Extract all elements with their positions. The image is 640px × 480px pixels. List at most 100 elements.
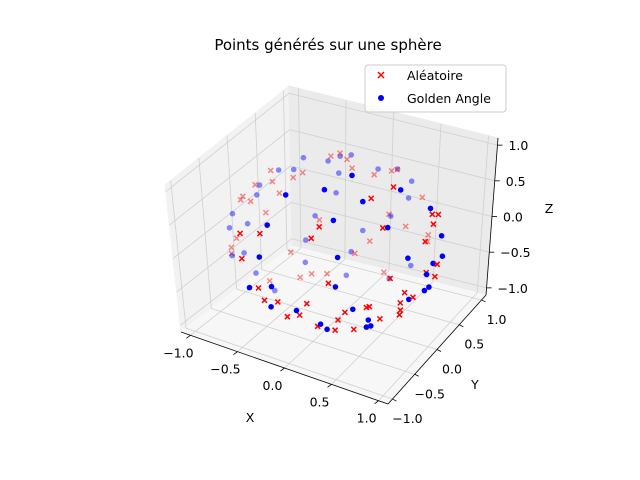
golden-point-13 bbox=[384, 224, 391, 231]
golden-point-5 bbox=[360, 198, 366, 205]
x-tick-label-4: 1.0 bbox=[357, 411, 377, 426]
random-point-43 bbox=[316, 223, 323, 230]
golden-point-54 bbox=[302, 259, 309, 266]
random-point-50 bbox=[276, 190, 283, 197]
golden-point-51 bbox=[348, 248, 355, 255]
random-point-46 bbox=[351, 250, 358, 257]
random-point-63 bbox=[239, 193, 246, 200]
random-point-28 bbox=[316, 216, 323, 223]
random-point-37 bbox=[434, 261, 441, 268]
golden-point-20 bbox=[229, 210, 236, 217]
random-point-61 bbox=[266, 277, 273, 284]
grid-line-y-floor-1 bbox=[211, 308, 415, 375]
random-point-29 bbox=[431, 273, 438, 280]
random-point-6 bbox=[252, 181, 259, 188]
golden-point-41 bbox=[241, 250, 247, 256]
golden-point-57 bbox=[272, 287, 278, 294]
random-point-30 bbox=[337, 150, 344, 157]
random-point-4 bbox=[385, 211, 393, 218]
golden-point-15 bbox=[264, 222, 271, 228]
z-tick-label-2: 0.0 bbox=[503, 210, 523, 225]
golden-point-36 bbox=[229, 252, 235, 259]
z-tick-label-1: −0.5 bbox=[500, 245, 530, 260]
golden-point-42 bbox=[365, 317, 372, 323]
random-point-62 bbox=[390, 183, 397, 191]
random-point-60 bbox=[303, 300, 310, 307]
random-point-44 bbox=[247, 198, 254, 205]
legend-label-golden: Golden Angle bbox=[407, 91, 491, 106]
random-point-2 bbox=[430, 221, 437, 228]
grid-line-z-right-3 bbox=[289, 129, 495, 182]
z-tick-label-3: 0.5 bbox=[506, 174, 526, 189]
golden-point-53 bbox=[406, 296, 412, 303]
random-point-23 bbox=[332, 327, 339, 334]
golden-point-34 bbox=[350, 306, 356, 313]
random-point-13 bbox=[368, 195, 375, 202]
grid-line-y-floor-0 bbox=[185, 327, 393, 400]
random-point-0 bbox=[308, 235, 315, 242]
grid-line-z-left-1 bbox=[176, 202, 292, 293]
random-point-35 bbox=[379, 224, 386, 232]
random-point-55 bbox=[228, 244, 235, 251]
random-point-59 bbox=[327, 153, 334, 160]
x-tick-mark-0 bbox=[186, 334, 191, 339]
x-tick-mark-2 bbox=[280, 367, 285, 372]
random-point-34 bbox=[261, 297, 268, 304]
grid-line-z-left-4 bbox=[165, 92, 290, 192]
golden-point-8 bbox=[397, 187, 404, 193]
x-tick-label-3: 0.5 bbox=[310, 394, 330, 409]
grid-line-z-left-2 bbox=[172, 165, 291, 259]
golden-point-26 bbox=[332, 284, 339, 290]
golden-point-28 bbox=[226, 225, 233, 231]
golden-point-49 bbox=[253, 270, 259, 276]
random-point-5 bbox=[376, 315, 383, 322]
random-point-56 bbox=[350, 326, 357, 333]
golden-point-47 bbox=[317, 321, 324, 328]
random-point-14 bbox=[269, 178, 276, 185]
y-tick-label-0: −1.0 bbox=[392, 411, 422, 426]
random-point-27 bbox=[334, 316, 342, 324]
golden-point-21 bbox=[405, 255, 411, 261]
random-point-68 bbox=[397, 299, 404, 306]
golden-point-44 bbox=[246, 284, 253, 291]
legend-marker-random bbox=[377, 71, 385, 79]
random-point-40 bbox=[255, 284, 262, 292]
grid-line-y-floor-3 bbox=[261, 269, 460, 326]
golden-point-2 bbox=[321, 186, 328, 193]
random-point-25 bbox=[435, 211, 442, 218]
x-tick-mark-1 bbox=[233, 351, 238, 355]
golden-point-10 bbox=[330, 217, 337, 224]
golden-point-29 bbox=[423, 271, 430, 278]
golden-point-45 bbox=[421, 287, 428, 294]
random-point-24 bbox=[233, 235, 240, 242]
golden-point-48 bbox=[408, 262, 414, 269]
x-tick-mark-4 bbox=[374, 400, 379, 405]
random-point-16 bbox=[228, 250, 235, 257]
golden-point-19 bbox=[408, 178, 415, 184]
golden-point-18 bbox=[334, 254, 341, 261]
random-point-69 bbox=[323, 270, 331, 277]
golden-point-27 bbox=[405, 195, 412, 201]
golden-point-46 bbox=[303, 237, 309, 243]
legend-marker-golden bbox=[378, 95, 384, 101]
y-tick-label-1: −0.5 bbox=[415, 386, 445, 401]
z-tick-label-0: −1.0 bbox=[498, 281, 528, 296]
golden-point-3 bbox=[375, 166, 381, 172]
grid-line-y-floor-4 bbox=[286, 249, 482, 301]
golden-point-32 bbox=[439, 253, 446, 259]
golden-point-25 bbox=[253, 192, 260, 198]
random-point-31 bbox=[401, 289, 408, 296]
random-point-42 bbox=[262, 209, 269, 216]
golden-point-4 bbox=[290, 166, 297, 173]
golden-point-0 bbox=[349, 172, 355, 179]
golden-point-55 bbox=[324, 326, 330, 333]
golden-point-14 bbox=[337, 153, 344, 159]
golden-point-16 bbox=[427, 205, 434, 212]
x-axis-label: X bbox=[246, 410, 255, 425]
y-tick-mark-4 bbox=[481, 299, 486, 303]
random-point-12 bbox=[274, 298, 281, 305]
golden-point-33 bbox=[244, 220, 251, 227]
random-point-41 bbox=[419, 194, 426, 201]
chart-title: Points générés sur une sphère bbox=[214, 36, 441, 54]
y-tick-label-3: 0.5 bbox=[464, 337, 484, 352]
